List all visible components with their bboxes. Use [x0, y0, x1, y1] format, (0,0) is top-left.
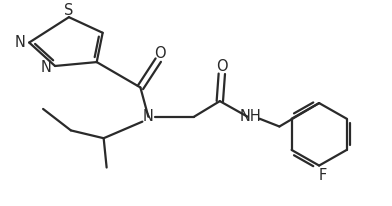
Text: S: S	[64, 3, 74, 18]
Text: O: O	[154, 46, 166, 61]
Text: N: N	[41, 60, 51, 75]
Text: NH: NH	[240, 109, 261, 124]
Text: N: N	[15, 35, 26, 50]
Text: O: O	[216, 60, 228, 74]
Text: F: F	[319, 168, 327, 183]
Text: N: N	[143, 109, 154, 124]
